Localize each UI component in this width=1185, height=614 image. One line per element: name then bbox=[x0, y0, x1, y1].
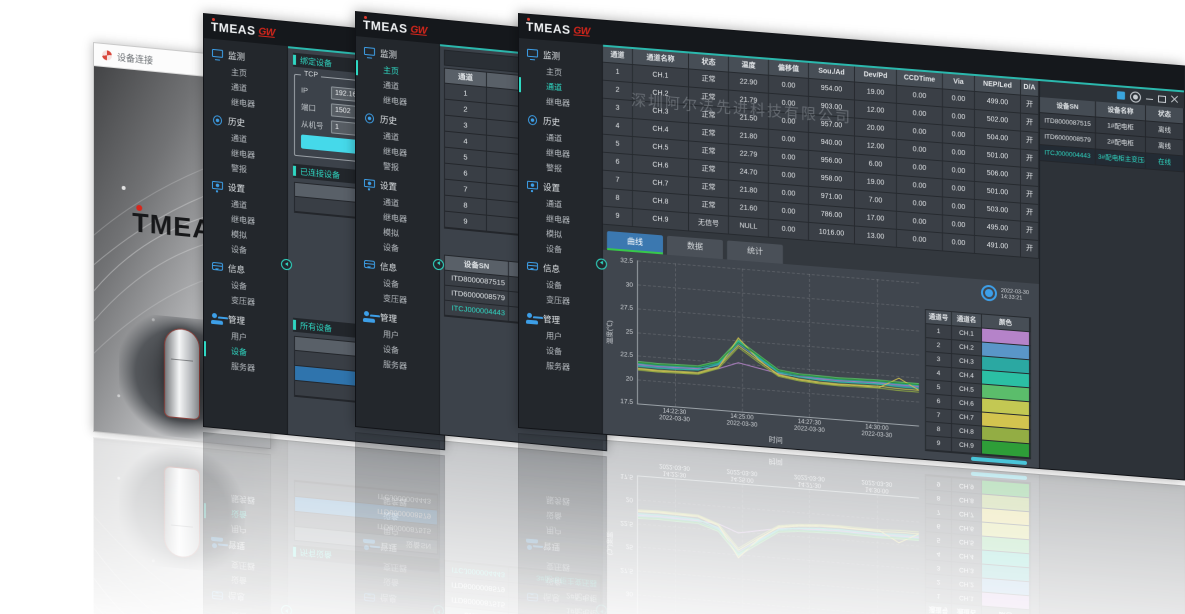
column-header: 通道 bbox=[603, 46, 633, 65]
clock-icon bbox=[211, 114, 224, 126]
column-header: 温度 bbox=[729, 56, 769, 75]
monitor-icon bbox=[363, 46, 376, 58]
column-header: 状态 bbox=[689, 53, 729, 72]
port-label: 端口 bbox=[301, 102, 316, 113]
probe-cylinder bbox=[164, 327, 199, 420]
status-badge: 离线 bbox=[1146, 121, 1184, 140]
channel-data-table: 通道 通道名称 状态 温度 偏移值 Sou./Ad Dev/Pd CCDTime Via NEP/… bbox=[603, 46, 1039, 260]
minimize-icon[interactable] bbox=[1146, 98, 1153, 100]
sidebar: 监测 主页 通道 继电器 bbox=[519, 38, 607, 434]
tmeas-logo: TMEAS bbox=[526, 19, 571, 38]
channel-monitor-panel: 深圳阿尔法先进科技有限公司 通道 通道名称 状态 温度 偏移值 Sou./Ad Dev/Pd… bbox=[603, 46, 1039, 469]
users-icon bbox=[363, 310, 376, 322]
color-swatch bbox=[982, 440, 1030, 458]
users-icon bbox=[211, 312, 224, 324]
maximize-icon[interactable] bbox=[1158, 94, 1166, 103]
app-pinwheel-icon bbox=[102, 49, 112, 61]
monitor-icon bbox=[526, 48, 539, 60]
monitor-icon bbox=[211, 48, 224, 60]
x-tick: 14:25:00 2022-03-30 bbox=[726, 413, 758, 429]
message-icon bbox=[363, 259, 376, 271]
sidebar: 监测 主页 通道 继电器 bbox=[356, 36, 444, 435]
x-axis-label: 时间 bbox=[768, 436, 783, 445]
legend-name-header: 通道名 bbox=[952, 312, 982, 328]
column-header: Via bbox=[943, 73, 975, 91]
ip-label: IP bbox=[301, 85, 309, 96]
brand-badge: GW bbox=[573, 24, 590, 38]
message-icon bbox=[211, 261, 224, 273]
window-channel-monitor: TMEAS GW 监测 主页 bbox=[518, 13, 1185, 481]
channel-legend: 通道号 通道名 颜色 1 CH.1 bbox=[925, 309, 1031, 460]
tmeas-logo: TMEAS bbox=[211, 19, 256, 39]
collapse-sidebar-icon[interactable] bbox=[596, 258, 607, 270]
column-header: 偏移值 bbox=[769, 59, 809, 78]
display-settings-icon bbox=[363, 178, 376, 190]
plot-area: 14:22:30 2022-03-30 14:25:00 2022-03-30 14… bbox=[637, 260, 919, 439]
tmeas-logo: TMEAS bbox=[363, 17, 408, 37]
status-badge: 在线 bbox=[1146, 153, 1184, 172]
close-icon[interactable] bbox=[1171, 95, 1179, 104]
x-tick: 14:22:30 2022-03-30 bbox=[659, 408, 690, 424]
sidebar: 监测 主页 通道 继电器 bbox=[204, 38, 292, 435]
device-side-panel: 设备SN 设备名称 状态 ITD8000087515 1#配电柜 离线 bbox=[1039, 81, 1184, 480]
status-column-header: 状态 bbox=[1146, 105, 1184, 124]
brand-badge: GW bbox=[410, 23, 427, 37]
clock-icon bbox=[363, 112, 376, 124]
x-tick: 14:30:00 2022-03-30 bbox=[861, 424, 893, 440]
settings-gear-icon[interactable] bbox=[980, 284, 997, 302]
theme-icon[interactable] bbox=[1117, 91, 1125, 100]
clock-icon bbox=[526, 114, 539, 126]
message-icon bbox=[526, 261, 539, 273]
y-axis-ticks: 32.5 30 27.5 25 22.5 20 17.5 bbox=[620, 257, 633, 407]
users-icon bbox=[526, 312, 539, 324]
temperature-chart: 温度(℃) 32.5 30 27.5 25 22.5 20 17.5 bbox=[603, 249, 1039, 469]
display-settings-icon bbox=[526, 180, 539, 192]
legend-num-header: 通道号 bbox=[926, 310, 952, 326]
brand-badge: GW bbox=[258, 25, 275, 39]
display-settings-icon bbox=[211, 180, 224, 192]
slave-id-label: 从机号 bbox=[301, 119, 324, 131]
column-header: D/A bbox=[1021, 79, 1039, 97]
window-title: 设备连接 bbox=[117, 51, 154, 66]
gear-icon[interactable] bbox=[1130, 90, 1141, 103]
status-badge: 离线 bbox=[1146, 137, 1184, 156]
chart-timestamp: 2022-03-30 14:33:21 bbox=[980, 284, 1029, 304]
series-lines bbox=[638, 260, 919, 425]
x-tick: 14:27:30 2022-03-30 bbox=[794, 419, 825, 435]
